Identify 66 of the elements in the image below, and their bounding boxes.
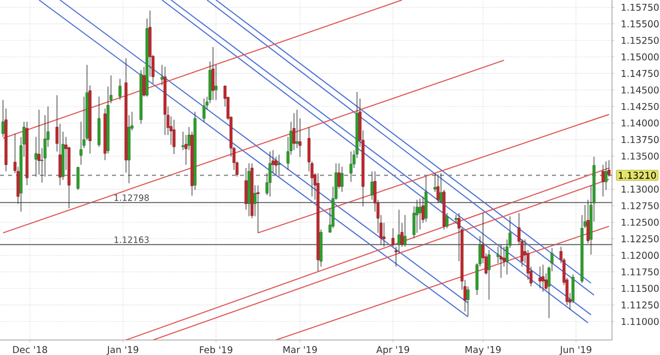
candlestick [212,46,214,100]
y-tick-label: 1.14500 [622,86,659,94]
candlestick [604,161,608,190]
y-tick-label: 1.12750 [622,202,659,210]
candlestick [392,228,394,248]
x-tick-label: Mar '19 [283,346,317,354]
y-tick-label: 1.15250 [622,36,659,44]
candlestick [76,166,80,190]
x-tick-label: Feb '19 [200,346,232,354]
ref-line-label: 1.12163 [114,236,149,243]
candlestick [542,264,544,292]
candlestick [488,250,490,300]
candlestick [454,214,458,224]
candlestick [350,151,352,182]
candlestick [2,100,4,138]
y-tick-label: 1.14000 [622,120,659,127]
candlestick [268,151,272,197]
y-tick-label: 1.11250 [622,301,659,308]
y-tick-label: 1.15000 [622,53,659,60]
candlestick [418,198,422,230]
y-tick-label: 1.12000 [622,252,659,259]
candlestick [500,244,502,278]
x-tick-label: May '19 [466,346,501,355]
y-tick-label: 1.15750 [622,4,659,11]
candlestick [256,184,260,234]
candlestick [278,154,280,177]
candlestick [436,174,440,204]
candlestick [142,66,146,97]
candlestick [202,98,206,122]
candlestick [538,266,542,289]
y-tick-label: 1.11750 [622,268,659,276]
x-tick-label: Apr '19 [376,346,410,355]
x-tick-label: Dec '18 [13,346,48,354]
candlestick [434,172,436,192]
candlestick [338,163,340,189]
candlestick [398,209,400,254]
candlestick [340,166,344,192]
y-tick-label: 1.11000 [622,318,659,325]
y-tick-label: 1.14250 [622,102,659,110]
y-tick-label: 1.11500 [622,284,659,292]
candlestick [160,64,164,86]
y-tick-label: 1.13750 [622,136,659,144]
candlestick [80,121,82,166]
x-tick-label: Jan '19 [106,346,138,355]
y-tick-label: 1.12250 [622,235,659,242]
candlestick [602,164,604,197]
candlestick [244,168,248,210]
ref-line-label: 1.13210 [618,172,656,179]
y-tick-label: 1.13000 [622,186,659,193]
ref-line-label: 1.12798 [114,194,149,201]
candlestick [404,214,406,248]
x-tick-label: Jun '19 [560,346,592,355]
candlestick [446,212,448,229]
y-tick-label: 1.15500 [622,20,659,28]
candlestick [370,170,374,200]
y-tick-label: 1.13500 [622,152,659,160]
y-tick-label: 1.14750 [622,70,659,77]
candlestick [182,131,184,150]
candlestick [214,64,218,100]
y-tick-label: 1.12500 [622,218,659,226]
candlestick [172,119,176,154]
candlestick [118,78,122,100]
candlestick [466,286,470,317]
candlestick [58,123,62,186]
candlestick [440,172,442,204]
candlestick [296,109,298,149]
